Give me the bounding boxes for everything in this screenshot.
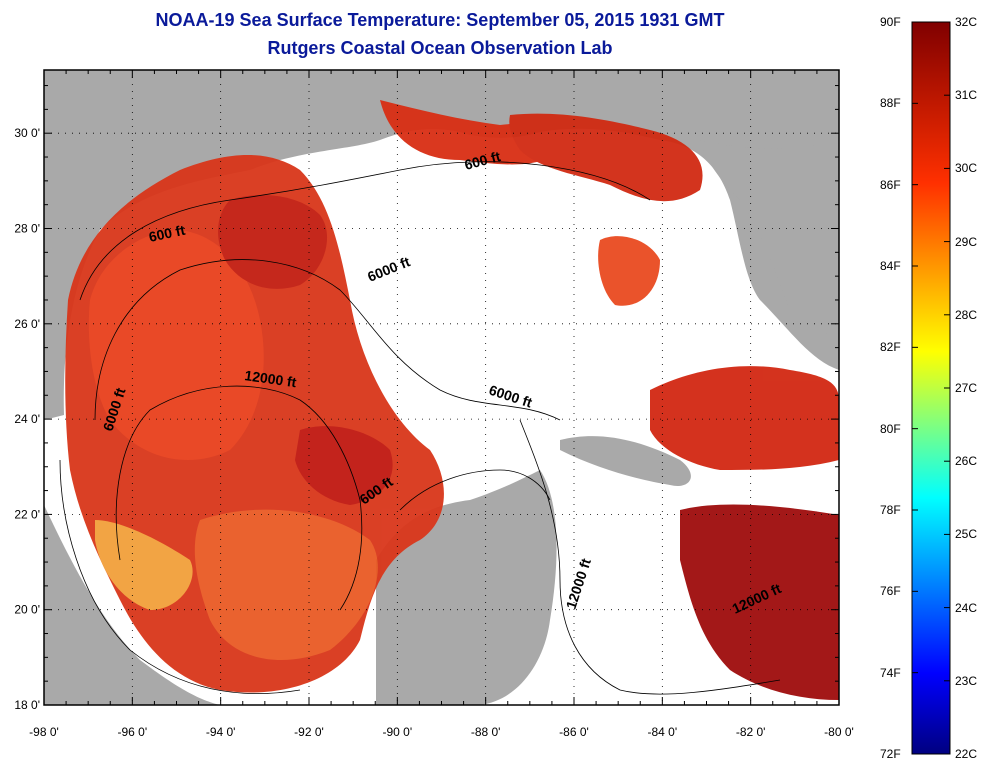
bathymetry-contours xyxy=(59,161,781,695)
lon-tick-label: -98 0' xyxy=(29,725,59,739)
colorbar-c-label: 31C xyxy=(955,88,978,103)
lat-tick-label: 26 0' xyxy=(14,317,40,331)
colorbar-c-label: 29C xyxy=(955,234,978,249)
lon-tick-label: -88 0' xyxy=(471,725,501,739)
contour-label-600-nw: 600 ft xyxy=(147,222,186,245)
graticule xyxy=(44,70,839,705)
colorbar-f-label: 88F xyxy=(880,96,901,111)
colorbar-c-label: 27C xyxy=(955,381,978,395)
contour-label-12000-w: 12000 ft xyxy=(244,367,298,390)
colorbar-c-label: 24C xyxy=(955,600,978,615)
colorbar-f-label: 80F xyxy=(880,421,901,436)
colorbar-f-label: 82F xyxy=(880,340,901,355)
mexico-south-land xyxy=(44,505,220,705)
florida-land xyxy=(700,140,839,334)
lon-tick-label: -82 0' xyxy=(736,725,766,739)
lon-tick-label: -94 0' xyxy=(206,725,236,739)
colorbar-f-label: 86F xyxy=(880,177,901,192)
colorbar-f-label: 76F xyxy=(880,584,901,599)
lon-tick-label: -80 0' xyxy=(824,725,854,739)
lat-tick-label: 30 0' xyxy=(14,126,40,140)
lat-tick-label: 18 0' xyxy=(14,698,40,712)
colorbar-c-label: 28C xyxy=(955,307,978,322)
map-title: NOAA-19 Sea Surface Temperature: Septemb… xyxy=(155,10,725,30)
lat-tick-label: 28 0' xyxy=(14,222,40,236)
sst-data xyxy=(65,100,839,700)
colorbar-c-label: 22C xyxy=(955,747,978,761)
colorbar-ticks xyxy=(912,21,950,755)
colorbar-c-label: 25C xyxy=(955,527,978,542)
colorbar-c-label: 26C xyxy=(955,454,978,469)
axis-ticks: -98 0' -96 0' -94 0' -92 0' -90 0' -88 0' -86 … xyxy=(14,70,854,739)
colorbar-c-label: 32C xyxy=(955,15,978,29)
lat-tick-label: 22 0' xyxy=(14,507,40,521)
lon-tick-label: -84 0' xyxy=(648,725,678,739)
map-subtitle: Rutgers Coastal Ocean Observation Lab xyxy=(267,38,613,58)
cuba-land xyxy=(560,436,691,486)
colorbar-f-label: 72F xyxy=(880,747,901,761)
lat-tick-label: 24 0' xyxy=(14,412,40,426)
colorbar-f-label: 78F xyxy=(880,503,901,517)
lon-tick-label: -92 0' xyxy=(294,725,324,739)
colorbar-f-label: 90F xyxy=(880,15,901,29)
colorbar-c-label: 30C xyxy=(955,161,978,176)
colorbar-f-label: 84F xyxy=(880,259,901,273)
lon-tick-label: -96 0' xyxy=(118,725,148,739)
colorbar-c-label: 23C xyxy=(955,673,978,688)
lon-tick-label: -86 0' xyxy=(559,725,589,739)
colorbar-f-label: 74F xyxy=(880,665,901,680)
lon-tick-label: -90 0' xyxy=(383,725,413,739)
lat-tick-label: 20 0' xyxy=(14,603,40,617)
colorbar xyxy=(911,21,951,755)
